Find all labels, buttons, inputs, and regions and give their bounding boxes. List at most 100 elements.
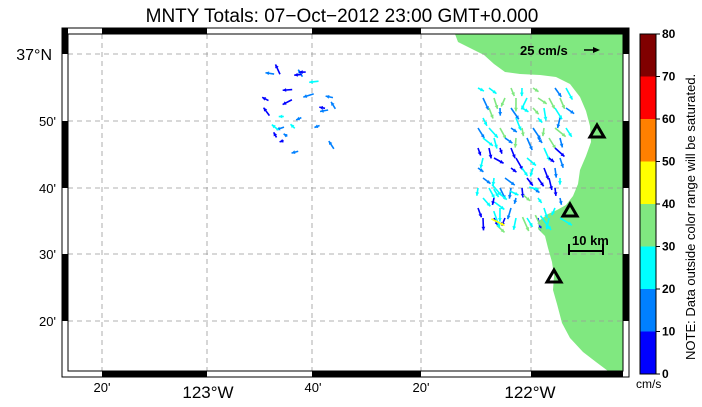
lon-labels: 20' 123°W 40' 20' 122°W <box>94 380 556 402</box>
vector-arrowhead <box>510 181 515 186</box>
vector-arrowhead <box>483 121 488 126</box>
colorbar-tick-label: 50 <box>662 155 676 169</box>
vector-arrowhead <box>558 115 562 120</box>
colorbar-tick-label: 40 <box>662 197 676 211</box>
lat-label-37n: 37°N <box>16 47 52 64</box>
colorbar-band <box>640 289 656 332</box>
colorbar-tick-label: 30 <box>662 240 676 254</box>
vector-arrowhead <box>559 143 564 148</box>
vector-arrowhead <box>552 144 556 149</box>
colorbar-tick-label: 80 <box>662 27 676 41</box>
vector-arrowhead <box>303 94 308 98</box>
lat-labels: 37°N 50' 40' 30' 20' <box>16 47 56 329</box>
lon-label-123w: 123°W <box>182 383 233 402</box>
colorbar-band <box>640 161 656 204</box>
saturation-note: NOTE: Data outside color range will be s… <box>683 73 698 360</box>
vector-arrowhead <box>498 112 503 116</box>
vector-arrowhead <box>494 104 499 109</box>
vector-arrowhead <box>506 215 511 220</box>
colorbar-tick-label: 60 <box>662 112 676 126</box>
colorbar-tick-label: 20 <box>662 282 676 296</box>
distance-scale: 10 km <box>568 233 609 255</box>
vector-arrowhead <box>494 144 498 149</box>
vector-arrowhead <box>535 188 540 193</box>
vector-arrowhead <box>283 133 288 138</box>
vector-arrowhead <box>508 139 513 144</box>
land-area <box>455 34 623 371</box>
vector-scale: 25 cm/s <box>520 43 600 58</box>
vector-arrowhead <box>475 191 480 196</box>
vector-arrowhead <box>532 161 536 166</box>
vector-arrowhead <box>291 150 296 155</box>
vector-arrowhead <box>567 221 572 226</box>
vector-arrowhead <box>525 227 530 232</box>
vector-arrowhead <box>325 94 330 99</box>
vector-arrowhead <box>265 71 270 76</box>
vector-arrowhead <box>479 87 484 92</box>
vector-arrowhead <box>524 108 529 112</box>
vector-arrowhead <box>536 135 541 140</box>
vector-arrowhead <box>556 124 561 129</box>
vector-arrowhead <box>546 156 550 161</box>
vector-arrowhead <box>478 213 483 218</box>
colorbar-tick-label: 10 <box>662 325 676 339</box>
colorbar-band <box>640 76 656 119</box>
station-south <box>544 267 564 284</box>
vector-arrowhead <box>486 202 491 207</box>
vector-arrowhead <box>519 92 524 97</box>
vector-arrowhead <box>514 107 518 112</box>
vector-arrowhead <box>538 138 543 143</box>
map-title: MNTY Totals: 07−Oct−2012 23:00 GMT+0.000 <box>145 6 539 27</box>
vector-arrowhead <box>320 108 324 113</box>
vector-arrowhead <box>526 197 530 201</box>
vector-arrowhead <box>529 172 534 177</box>
vector-arrowhead <box>500 228 505 233</box>
vector-arrowhead <box>477 151 482 156</box>
vector-arrowhead <box>508 194 512 199</box>
vector-arrowhead <box>560 152 565 157</box>
vector-arrowhead <box>491 181 496 186</box>
vector-arrowhead <box>497 191 502 196</box>
vector-arrowhead <box>500 102 505 107</box>
vector-arrowhead <box>515 115 519 120</box>
vector-arrowhead <box>488 142 493 146</box>
vector-arrowhead <box>568 132 572 137</box>
current-vectors <box>261 64 575 236</box>
vector-arrowhead <box>560 163 564 168</box>
vector-arrowhead <box>545 231 550 235</box>
vector-arrowhead <box>511 92 515 97</box>
lon-label-122w: 122°W <box>504 383 555 402</box>
vector-arrowhead <box>282 88 287 92</box>
lat-label-40: 40' <box>39 181 56 196</box>
vector-arrowhead <box>534 186 539 191</box>
station-north <box>587 122 607 139</box>
colorbar-band <box>640 331 656 374</box>
vector-arrowhead <box>489 114 494 119</box>
vector-arrowhead <box>485 105 489 110</box>
vector-arrowhead <box>319 105 324 110</box>
frame-checker <box>62 28 629 377</box>
vector-arrowhead <box>328 141 333 146</box>
colorbar-band <box>640 34 656 77</box>
vector-arrowhead <box>479 168 484 172</box>
vector-arrowhead <box>534 110 539 115</box>
vector-arrowhead <box>500 205 505 210</box>
vector-arrowhead <box>537 221 541 226</box>
vector-arrowhead <box>513 199 518 204</box>
lon-label-20a: 20' <box>94 380 111 395</box>
vector-arrowhead <box>514 191 519 196</box>
vector-arrowhead <box>529 222 533 227</box>
vector-arrowhead <box>481 226 486 231</box>
vector-scale-label: 25 cm/s <box>520 43 568 58</box>
vector-arrowhead <box>569 95 573 100</box>
vector-arrowhead <box>570 110 575 114</box>
vector-arrowhead <box>498 149 503 154</box>
vector-arrowhead <box>551 104 555 109</box>
vector-arrowhead <box>271 124 276 129</box>
vector-arrowhead <box>499 159 504 164</box>
vector-arrowhead <box>290 124 295 129</box>
vector-arrowhead <box>500 222 505 226</box>
vector-arrowhead <box>553 173 558 178</box>
vector-arrowhead <box>480 134 485 139</box>
